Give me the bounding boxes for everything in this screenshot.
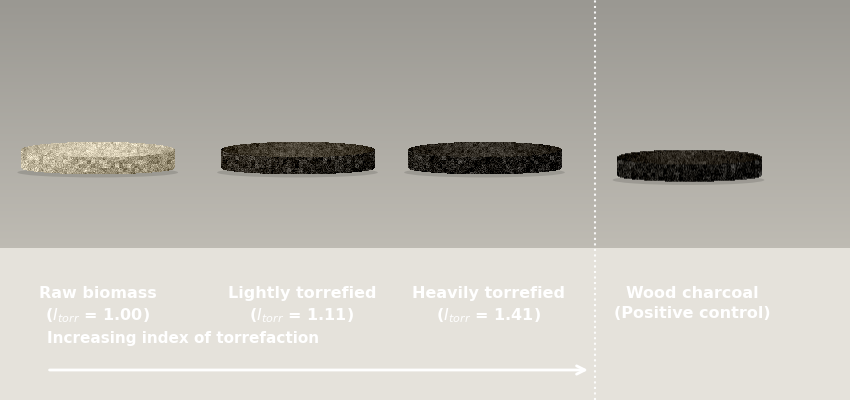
Ellipse shape: [218, 168, 377, 178]
Text: Wood charcoal
(Positive control): Wood charcoal (Positive control): [615, 286, 771, 321]
Bar: [0, 248, 850, 400]
Text: Heavily torrefied
(⁠$I$⁠$_{torr}$⁠ = 1.41): Heavily torrefied (⁠$I$⁠$_{torr}$⁠ = 1.4…: [412, 286, 565, 325]
Text: Increasing index of torrefaction: Increasing index of torrefaction: [47, 331, 319, 346]
Text: Lightly torrefied
(⁠$I$⁠$_{torr}$⁠ = 1.11): Lightly torrefied (⁠$I$⁠$_{torr}$⁠ = 1.1…: [228, 286, 376, 325]
Ellipse shape: [404, 168, 564, 178]
Text: Raw biomass
(⁠$I$⁠$_{torr}$⁠ = 1.00): Raw biomass (⁠$I$⁠$_{torr}$⁠ = 1.00): [39, 286, 156, 325]
Ellipse shape: [18, 168, 178, 178]
Ellipse shape: [613, 175, 764, 185]
